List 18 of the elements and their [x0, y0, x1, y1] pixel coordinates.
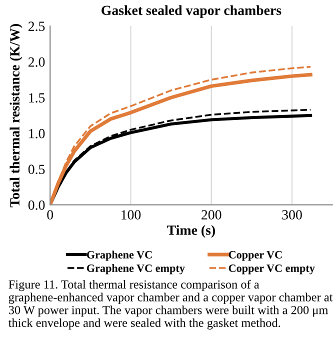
x-axis-title: Time (s) — [167, 225, 215, 238]
y-tick-label: 1.0 — [29, 128, 45, 138]
legend-label: Copper VC empty — [228, 264, 315, 274]
y-tick-label: 0.5 — [28, 164, 45, 174]
x-tick-label: 0 — [47, 210, 54, 220]
y-tick-label: 1.5 — [29, 93, 45, 103]
x-tick-label: 100 — [122, 210, 141, 220]
x-tick-label: 200 — [202, 210, 222, 220]
legend-label: Graphene VC — [86, 250, 152, 261]
x-tick-label: 300 — [282, 210, 302, 220]
y-tick-label: 2.0 — [28, 57, 45, 67]
chart-title: Gasket sealed vapor chambers — [102, 5, 282, 18]
y-tick-label: 2.5 — [28, 22, 45, 32]
y-axis-title: Total thermal resistance (K/W) — [10, 24, 22, 208]
y-tick-label: 0.0 — [28, 200, 45, 210]
legend-label: Copper VC — [228, 251, 282, 261]
caption: Figure 11. Total thermal resistance comparison of a graphene-enhanced vapor chamber and a copper vapor chamber at 30 W power input. The vapor chambers were built with a 200 μm thick envelope and were sealed with the gasket method. — [8, 280, 333, 330]
legend-label: Graphene VC empty — [86, 264, 185, 274]
